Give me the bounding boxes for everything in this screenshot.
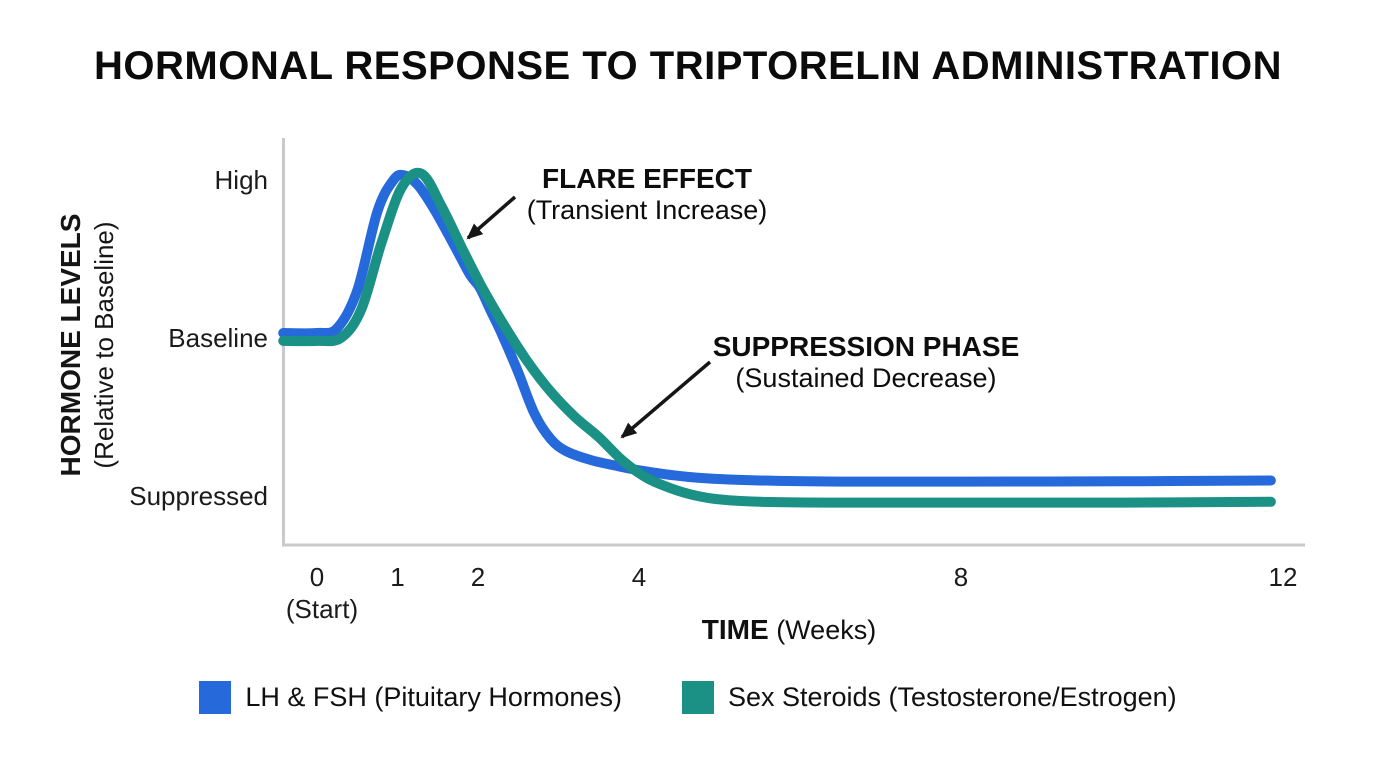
legend-item-sex-steroids: Sex Steroids (Testosterone/Estrogen) bbox=[681, 681, 1177, 714]
legend: LH & FSH (Pituitary Hormones) Sex Steroi… bbox=[0, 681, 1376, 714]
y-tick-label: Baseline bbox=[168, 322, 268, 353]
y-tick-label: Suppressed bbox=[129, 480, 268, 511]
x-axis-title-sub: (Weeks) bbox=[768, 615, 877, 645]
x-tick-label: 12 bbox=[1268, 562, 1298, 592]
x-tick-sublabel: (Start) bbox=[285, 594, 359, 624]
curves-group bbox=[278, 167, 1276, 508]
y-tick-label: High bbox=[214, 165, 268, 195]
x-axis-title-main: TIME bbox=[701, 614, 769, 645]
flare-arrow bbox=[466, 195, 517, 240]
annotation-flare-effect: FLARE EFFECT (Transient Increase) bbox=[527, 162, 768, 226]
x-tick-label: 8 bbox=[953, 562, 969, 592]
x-tick-label: 4 bbox=[631, 562, 647, 592]
annotation-flare-subtitle: (Transient Increase) bbox=[526, 195, 768, 225]
annotation-arrows-group bbox=[466, 195, 712, 439]
legend-label-lh-fsh: LH & FSH (Pituitary Hormones) bbox=[245, 682, 622, 712]
annotation-suppression-title: SUPPRESSION PHASE bbox=[712, 331, 1020, 362]
curve-lh-fsh bbox=[278, 169, 1276, 487]
legend-swatch-blue-icon bbox=[199, 681, 232, 714]
chart-title: HORMONAL RESPONSE TO TRIPTORELIN ADMINIS… bbox=[94, 44, 1282, 88]
legend-label-sex-steroids: Sex Steroids (Testosterone/Estrogen) bbox=[727, 682, 1177, 712]
x-axis-title: TIME (Weeks) bbox=[702, 614, 876, 646]
x-tick-label: 0 bbox=[309, 562, 325, 592]
annotation-suppression-subtitle: (Sustained Decrease) bbox=[735, 363, 997, 393]
legend-item-lh-fsh: LH & FSH (Pituitary Hormones) bbox=[199, 681, 622, 714]
annotation-flare-title: FLARE EFFECT bbox=[542, 163, 752, 194]
curve-sex-steroids bbox=[278, 167, 1276, 508]
annotation-suppression-phase: SUPPRESSION PHASE (Sustained Decrease) bbox=[713, 330, 1020, 394]
suppression-arrow bbox=[620, 360, 712, 439]
x-tick-label: 1 bbox=[390, 562, 405, 592]
legend-swatch-teal-icon bbox=[681, 681, 714, 714]
x-tick-label: 2 bbox=[470, 562, 486, 592]
